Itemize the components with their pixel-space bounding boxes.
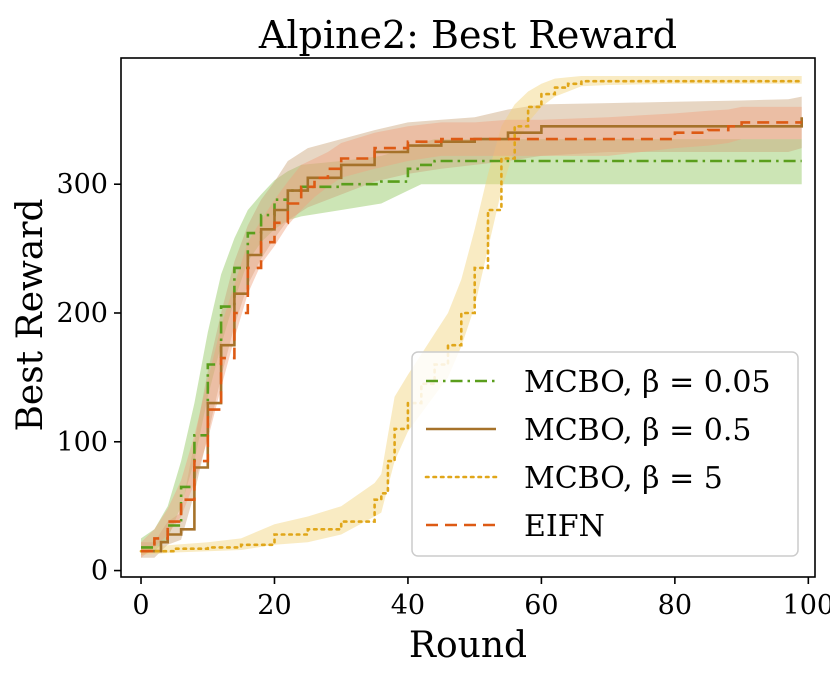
plot-frame <box>120 57 816 578</box>
y-axis-label: Best Reward <box>10 198 51 431</box>
x-tick-label-20: 20 <box>257 590 291 621</box>
legend-box <box>411 351 799 557</box>
y-tick-label-200: 200 <box>56 298 108 329</box>
legend-label-0: MCBO, β = 0.05 <box>524 365 771 400</box>
series-band-2 <box>141 76 802 556</box>
series-line-3 <box>141 121 802 553</box>
x-axis-label: Round <box>409 625 527 666</box>
series-line-1 <box>141 117 803 553</box>
y-tick-label-100: 100 <box>56 427 108 458</box>
series-band-0 <box>141 139 802 556</box>
x-tick-label-0: 0 <box>132 590 149 621</box>
legend-label-3: EIFN <box>524 509 605 544</box>
y-tick-label-300: 300 <box>56 169 108 200</box>
x-tick-label-60: 60 <box>524 590 558 621</box>
legend-label-1: MCBO, β = 0.5 <box>524 413 751 448</box>
confidence-bands <box>141 76 802 558</box>
chart-title: Alpine2: Best Reward <box>258 13 677 57</box>
x-tick-label-40: 40 <box>391 590 425 621</box>
x-tick-label-100: 100 <box>783 590 830 621</box>
y-tick-label-0: 0 <box>91 556 108 587</box>
legend-label-2: MCBO, β = 5 <box>524 461 723 496</box>
series-band-1 <box>141 96 802 558</box>
x-tick-label-80: 80 <box>658 590 692 621</box>
legend: MCBO, β = 0.05 MCBO, β = 0.5 MCBO, β = 5 EI… <box>411 351 799 557</box>
axes: 0 20 40 60 80 100 0 100 200 300 <box>56 57 830 621</box>
